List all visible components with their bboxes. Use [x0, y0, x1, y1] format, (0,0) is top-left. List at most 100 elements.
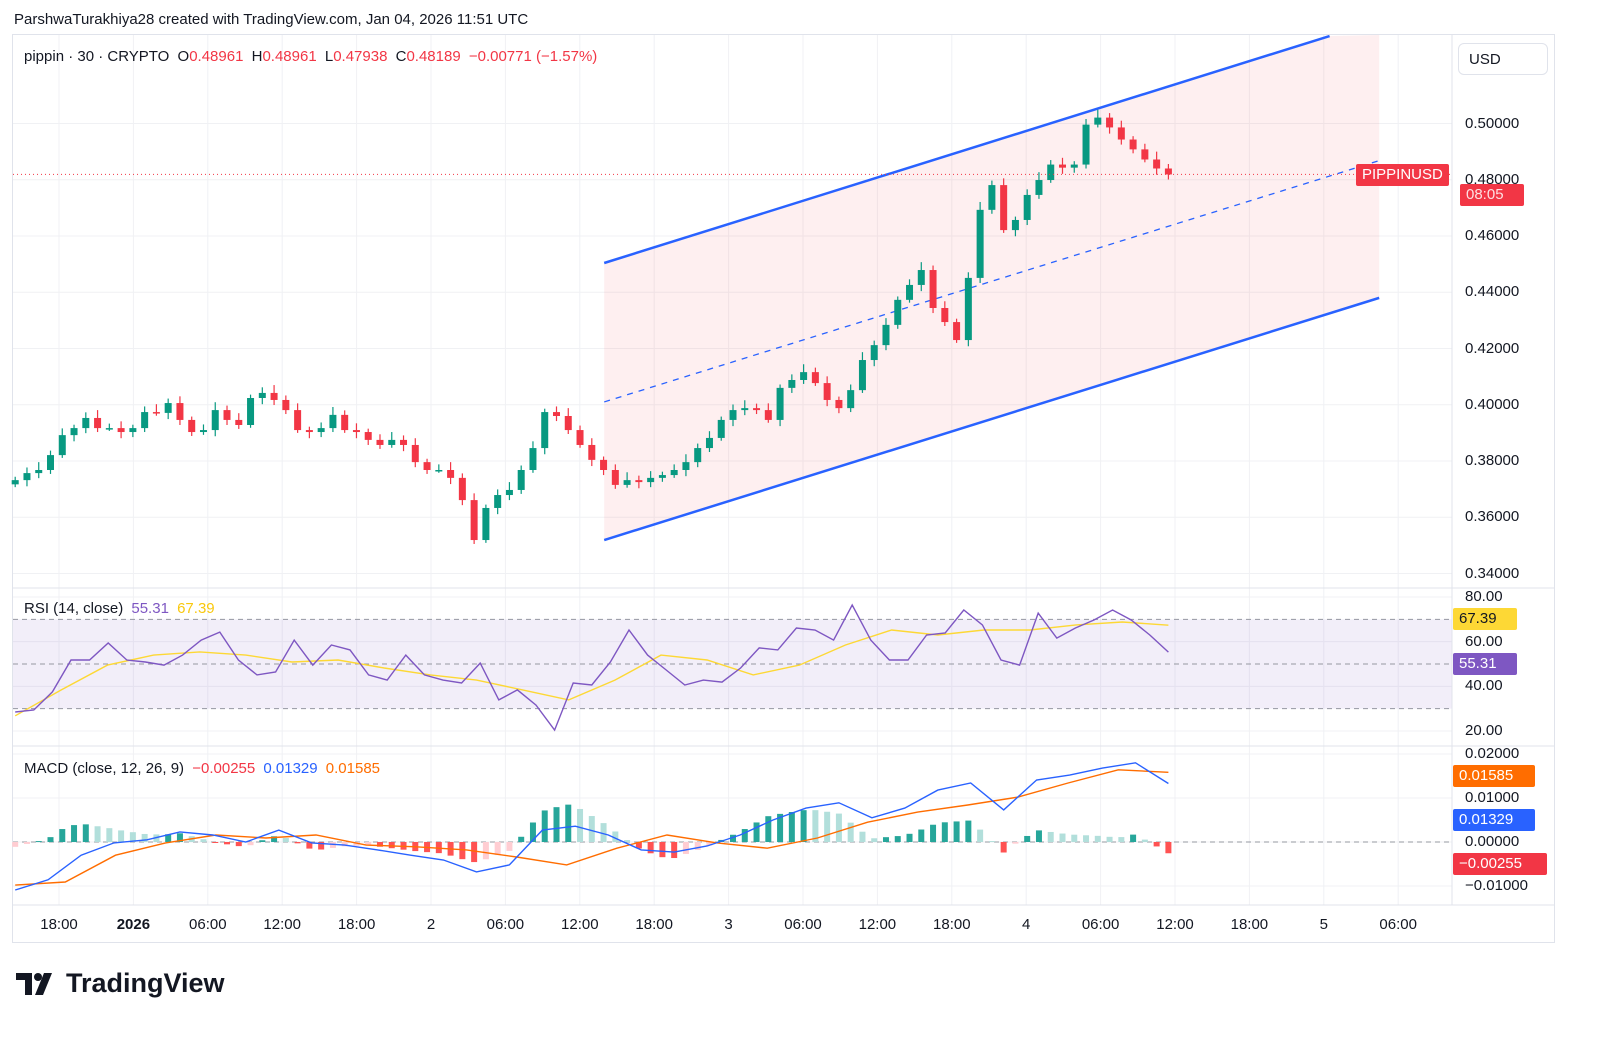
- macd-histogram-bar: [1012, 842, 1019, 844]
- candle-body: [352, 430, 360, 433]
- channel-upper-line: [603, 34, 1330, 265]
- candle-body: [1035, 180, 1043, 195]
- rsi-ma-line: [14, 621, 1169, 717]
- symbol-legend: pippin · 30 · CRYPTO O0.48961 H0.48961 L…: [24, 48, 601, 65]
- candle-body: [152, 412, 160, 414]
- price-tick-label: 0.36000: [1465, 508, 1520, 526]
- candle-body: [705, 437, 713, 449]
- candle-body: [600, 459, 608, 470]
- macd-histogram-bar: [306, 842, 313, 849]
- candle: [423, 458, 431, 474]
- candle-body: [1117, 127, 1125, 140]
- candle: [258, 387, 266, 405]
- low-label: L: [324, 48, 334, 65]
- candle-body: [529, 448, 537, 470]
- x-tick-label: 2: [426, 916, 436, 933]
- candle: [623, 472, 631, 488]
- candle-body: [447, 470, 455, 478]
- candle: [1094, 109, 1102, 128]
- candle-body: [423, 462, 431, 470]
- macd-histogram-bar: [12, 842, 19, 847]
- macd-histogram-bar: [71, 825, 78, 842]
- candle: [564, 408, 572, 434]
- candle-body: [1153, 159, 1161, 169]
- candle-body: [976, 209, 984, 278]
- candle: [976, 201, 984, 283]
- candle: [717, 416, 725, 441]
- open-label: O: [177, 48, 190, 65]
- candle-body: [470, 500, 478, 541]
- currency-button[interactable]: USD: [1458, 43, 1548, 75]
- candle: [847, 384, 855, 413]
- macd-tick-label: −0.01000: [1465, 877, 1528, 894]
- x-tick-label: 18:00: [635, 916, 673, 933]
- macd-histogram-bar: [1035, 830, 1042, 842]
- candle-body: [482, 507, 490, 541]
- candle: [894, 296, 902, 329]
- rsi-tick-label: 20.00: [1465, 721, 1503, 739]
- candle: [11, 476, 19, 488]
- macd-histogram-bar: [259, 840, 266, 842]
- macd-histogram-bar: [871, 838, 878, 842]
- macd-histogram-bar: [835, 813, 842, 842]
- candle-body: [658, 475, 666, 478]
- candle-body: [929, 270, 937, 308]
- price-tick-label: 0.38000: [1465, 452, 1520, 469]
- candle-body: [788, 380, 796, 388]
- macd-histogram-bar: [365, 842, 372, 846]
- candle-body: [223, 410, 231, 420]
- macd-histogram-bar: [800, 810, 807, 842]
- candle: [341, 410, 349, 433]
- macd-hist-tag: −0.00255: [1453, 853, 1547, 875]
- macd-histogram-bar: [988, 841, 995, 843]
- macd-histogram-bar: [59, 829, 66, 842]
- candle-body: [35, 470, 43, 474]
- macd-histogram-bar: [494, 842, 501, 856]
- candle: [1070, 161, 1078, 173]
- close-value: 0.48189: [406, 48, 461, 65]
- candle-body: [858, 360, 866, 391]
- candle-body: [211, 410, 219, 431]
- candle-body: [1070, 164, 1078, 168]
- channel-middle-line: [604, 160, 1380, 403]
- macd-histogram-bar: [224, 842, 231, 845]
- candle-body: [811, 372, 819, 384]
- macd-histogram-bar: [1165, 842, 1172, 854]
- macd-histogram-bar: [118, 830, 125, 842]
- candle-body: [941, 308, 949, 323]
- candle: [576, 425, 584, 448]
- candle: [611, 464, 619, 489]
- candle: [152, 404, 160, 416]
- candle-body: [694, 448, 702, 463]
- macd-histogram-bar: [953, 821, 960, 842]
- candle-body: [282, 399, 290, 411]
- macd-histogram-bar: [694, 842, 701, 850]
- pane-dividers[interactable]: [12, 35, 1555, 906]
- price-tick-label: 0.34000: [1465, 564, 1520, 582]
- macd-signal-value: 0.01585: [325, 760, 381, 777]
- candle-body: [1129, 139, 1137, 150]
- candle-body: [823, 383, 831, 400]
- macd-histogram-bar: [1071, 834, 1078, 842]
- candle: [823, 376, 831, 407]
- candle: [870, 340, 878, 367]
- macd-histogram-bar: [635, 842, 642, 849]
- macd-histogram-bar: [282, 838, 289, 842]
- candle-body: [670, 470, 678, 476]
- candle: [741, 400, 749, 416]
- candle: [494, 489, 502, 515]
- candle: [788, 374, 796, 393]
- candle-body: [1000, 185, 1008, 231]
- macd-histogram-bar: [765, 816, 772, 842]
- tradingview-logo[interactable]: TradingView: [16, 968, 225, 999]
- macd-histogram-bar: [318, 842, 325, 850]
- parallel-channel[interactable]: [603, 34, 1380, 542]
- candle: [1047, 160, 1055, 183]
- macd-histogram-bar: [176, 833, 183, 842]
- candle-body: [305, 430, 313, 433]
- macd-histogram-bar: [1094, 835, 1101, 842]
- macd-tick-label: 0.00000: [1465, 833, 1520, 850]
- macd-histogram-bar: [529, 822, 536, 842]
- candle-body: [164, 403, 172, 413]
